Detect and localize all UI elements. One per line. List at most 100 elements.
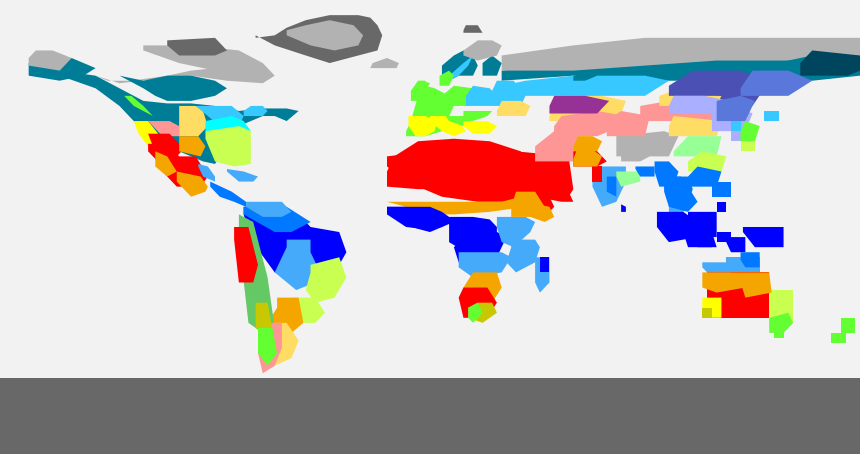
Polygon shape bbox=[574, 76, 669, 96]
Polygon shape bbox=[464, 272, 501, 303]
Polygon shape bbox=[286, 298, 325, 323]
Polygon shape bbox=[731, 121, 740, 141]
Polygon shape bbox=[617, 131, 679, 156]
Bar bbox=[769, 290, 793, 323]
Polygon shape bbox=[593, 167, 626, 207]
Polygon shape bbox=[458, 287, 497, 318]
Polygon shape bbox=[408, 116, 437, 136]
Polygon shape bbox=[179, 106, 208, 136]
Polygon shape bbox=[489, 81, 525, 106]
Polygon shape bbox=[740, 272, 771, 298]
Polygon shape bbox=[716, 96, 755, 121]
Polygon shape bbox=[743, 227, 783, 247]
Polygon shape bbox=[673, 136, 722, 156]
Polygon shape bbox=[507, 240, 540, 272]
Polygon shape bbox=[442, 55, 473, 81]
Polygon shape bbox=[660, 91, 722, 106]
Polygon shape bbox=[640, 101, 722, 121]
Polygon shape bbox=[497, 101, 531, 116]
Polygon shape bbox=[206, 116, 251, 139]
Polygon shape bbox=[468, 303, 497, 323]
Polygon shape bbox=[574, 136, 602, 151]
Polygon shape bbox=[258, 328, 277, 366]
Polygon shape bbox=[617, 172, 640, 187]
Polygon shape bbox=[167, 38, 227, 55]
Polygon shape bbox=[464, 25, 482, 33]
Polygon shape bbox=[234, 227, 258, 282]
Polygon shape bbox=[95, 63, 274, 83]
Polygon shape bbox=[267, 298, 304, 333]
Polygon shape bbox=[255, 15, 382, 63]
Polygon shape bbox=[712, 106, 752, 131]
Polygon shape bbox=[124, 96, 153, 116]
Polygon shape bbox=[196, 106, 243, 126]
Polygon shape bbox=[540, 257, 550, 272]
Polygon shape bbox=[148, 133, 184, 156]
Polygon shape bbox=[144, 45, 263, 71]
Polygon shape bbox=[593, 167, 602, 182]
Polygon shape bbox=[239, 214, 274, 333]
Polygon shape bbox=[550, 96, 609, 114]
Polygon shape bbox=[669, 197, 688, 217]
Polygon shape bbox=[243, 207, 310, 232]
Polygon shape bbox=[387, 207, 454, 232]
Polygon shape bbox=[688, 232, 716, 247]
Polygon shape bbox=[466, 86, 497, 106]
Polygon shape bbox=[163, 156, 208, 187]
Polygon shape bbox=[740, 252, 759, 267]
Polygon shape bbox=[210, 182, 246, 207]
Polygon shape bbox=[669, 96, 728, 114]
Polygon shape bbox=[439, 71, 454, 86]
Polygon shape bbox=[0, 396, 860, 454]
Polygon shape bbox=[258, 323, 282, 373]
Polygon shape bbox=[703, 272, 746, 292]
Polygon shape bbox=[501, 55, 860, 81]
Polygon shape bbox=[535, 257, 550, 292]
Polygon shape bbox=[703, 308, 712, 318]
Polygon shape bbox=[148, 144, 179, 167]
Bar bbox=[707, 272, 769, 318]
Polygon shape bbox=[120, 76, 227, 101]
Polygon shape bbox=[511, 192, 544, 217]
Polygon shape bbox=[501, 76, 669, 96]
Polygon shape bbox=[740, 71, 812, 96]
Polygon shape bbox=[28, 50, 71, 71]
Polygon shape bbox=[0, 378, 860, 454]
Polygon shape bbox=[765, 111, 779, 121]
Polygon shape bbox=[501, 38, 860, 71]
Polygon shape bbox=[654, 162, 679, 187]
Polygon shape bbox=[449, 217, 497, 252]
Polygon shape bbox=[726, 237, 746, 252]
Polygon shape bbox=[716, 202, 726, 212]
Polygon shape bbox=[179, 136, 206, 156]
Polygon shape bbox=[464, 111, 492, 121]
Polygon shape bbox=[535, 131, 586, 162]
Polygon shape bbox=[255, 303, 273, 338]
Polygon shape bbox=[740, 136, 755, 151]
Polygon shape bbox=[454, 232, 501, 262]
Polygon shape bbox=[664, 187, 697, 212]
Polygon shape bbox=[554, 116, 597, 136]
Polygon shape bbox=[801, 50, 860, 76]
Polygon shape bbox=[387, 139, 532, 192]
Polygon shape bbox=[774, 328, 783, 338]
Polygon shape bbox=[274, 240, 329, 290]
Polygon shape bbox=[657, 212, 704, 242]
Polygon shape bbox=[621, 204, 626, 212]
Polygon shape bbox=[550, 96, 626, 121]
Bar bbox=[726, 257, 759, 272]
Polygon shape bbox=[442, 86, 478, 106]
Polygon shape bbox=[430, 116, 466, 136]
Polygon shape bbox=[177, 172, 208, 197]
Polygon shape bbox=[607, 111, 650, 136]
Polygon shape bbox=[731, 121, 740, 131]
Polygon shape bbox=[497, 217, 535, 247]
Polygon shape bbox=[387, 151, 532, 202]
Polygon shape bbox=[227, 169, 258, 182]
Polygon shape bbox=[310, 227, 347, 277]
Polygon shape bbox=[442, 111, 473, 126]
Polygon shape bbox=[716, 232, 731, 242]
Polygon shape bbox=[621, 151, 650, 162]
Polygon shape bbox=[458, 252, 511, 277]
Polygon shape bbox=[458, 232, 507, 257]
